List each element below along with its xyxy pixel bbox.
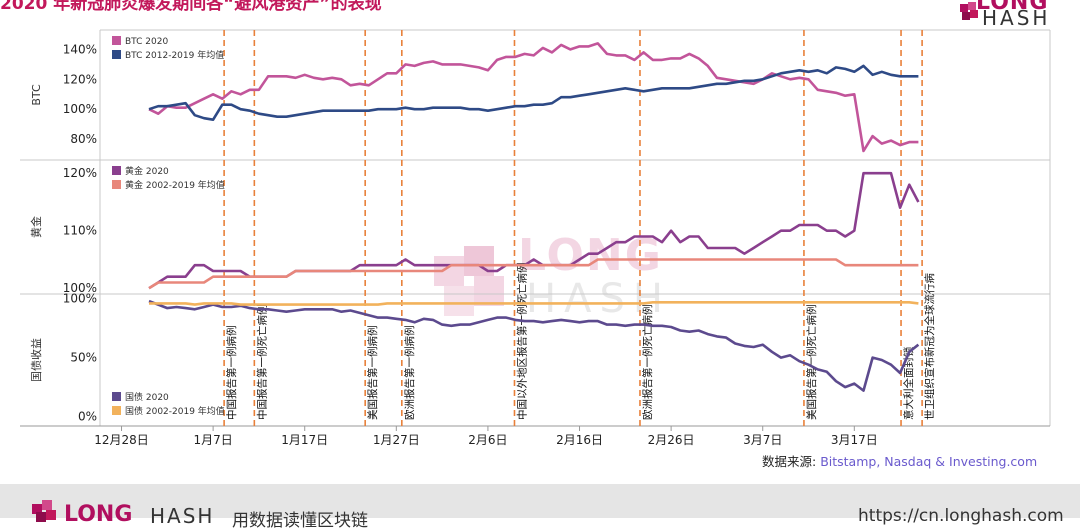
source-label: 数据来源: [762,454,821,469]
logo-hash-text: HASH [982,6,1051,30]
source-note: 数据来源: Bitstamp, Nasdaq & Investing.com [762,451,1037,470]
series-line-bond2020 [148,299,920,392]
series-line-goldAvg [148,258,919,290]
y-tick-label: 120% [63,72,97,86]
legend-swatch [112,36,121,45]
event-label: 欧洲报告第一例死亡病例 [641,305,654,421]
footer-bar: LONG HASH 用数据读懂区块链 https://cn.longhash.c… [0,484,1080,531]
y-tick-label: 0% [78,410,97,424]
legend-swatch [112,392,121,401]
series-line-btcAvg [148,64,919,121]
event-label: 意大利全面封锁 [902,346,915,420]
legend-label: 黄金 2020 [125,165,169,177]
y-axis-label: BTC [30,84,43,106]
footer-cube-icon [32,500,56,522]
y-axis-label: 国债收益 [29,338,43,382]
legend-swatch [112,180,121,189]
y-tick-label: 120% [63,166,97,180]
chart-title: 2020 年新冠肺炎爆发期间各“避风港资产”的表现 [0,0,382,14]
series-line-bondAvg [149,300,919,306]
legend-label: 黄金 2002-2019 年均值 [125,179,225,191]
event-label: 欧洲报告第一例病例 [403,326,416,421]
legend-label: BTC 2012-2019 年均值 [125,49,224,61]
legend-label: 国债 2020 [125,391,169,403]
event-label: 中国以外地区报告第一例死亡病例 [515,263,528,421]
event-label: 美国报告第一例死亡病例 [805,305,818,421]
logo-long-text: LONG [976,0,1049,15]
legend-label: 国债 2002-2019 年均值 [125,405,225,417]
x-tick-label: 2月26日 [648,433,695,447]
y-tick-label: 100% [63,292,97,306]
cube-logo-icon [960,2,978,20]
event-label: 美国报告第一例病例 [366,326,379,421]
y-tick-label: 110% [63,224,97,238]
legend-swatch [112,50,121,59]
chart-area: 12月28日 1月7日 1月17日 1月27日 2月6日 2月16日 2月26日 3月7日 3月… [20,29,1051,447]
footer-url: https://cn.longhash.com [858,506,1064,526]
y-axis-label: 黄金 [29,216,43,238]
y-tick-label: 100% [63,102,97,116]
x-tick-label: 3月7日 [743,433,782,447]
y-tick-label: 100% [63,281,97,295]
x-tick-label: 1月27日 [373,433,420,447]
event-label: 中国报告第一例病例 [225,326,238,421]
x-tick-label: 12月28日 [94,433,149,447]
x-tick-label: 2月16日 [556,433,603,447]
x-tick-label: 3月17日 [831,433,878,447]
footer-logo-hash: HASH [150,504,215,528]
series-line-gold2020 [148,171,920,290]
series-line-btc2020 [148,42,919,153]
legend-label: BTC 2020 [125,37,168,47]
legend-swatch [112,406,121,415]
event-label: 世卫组织宣布新冠为全球流行病 [923,273,936,420]
legend-swatch [112,166,121,175]
y-tick-label: 80% [70,132,97,146]
footer-slogan: 用数据读懂区块链 [232,511,368,531]
longhash-logo: LONG HASH [958,0,1068,30]
x-tick-label: 2月6日 [468,433,507,447]
event-label: 中国报告第一例死亡病例 [255,305,268,421]
x-tick-label: 1月17日 [281,433,328,447]
x-tick-label: 1月7日 [193,433,232,447]
source-value: Bitstamp, Nasdaq & Investing.com [820,454,1038,469]
footer-logo-long: LONG [64,502,133,527]
y-tick-label: 140% [63,42,97,56]
y-tick-label: 50% [70,351,97,365]
